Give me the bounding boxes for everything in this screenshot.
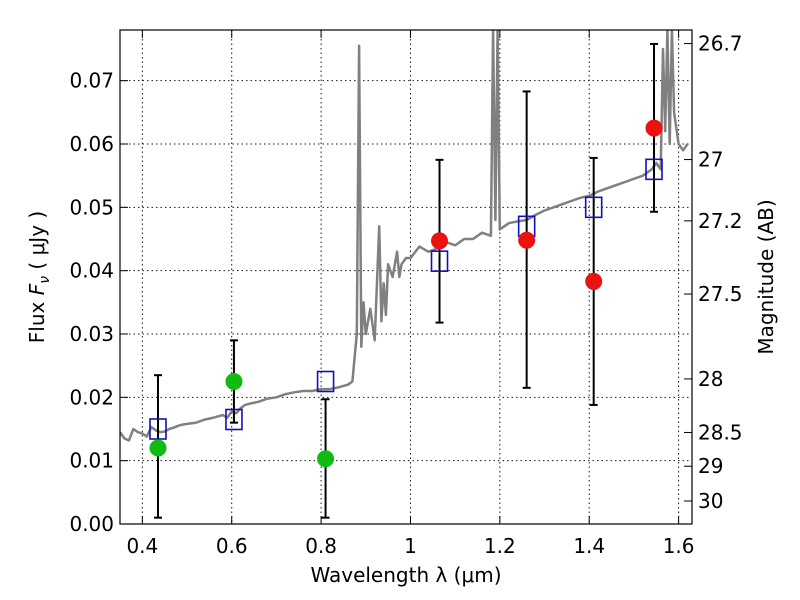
- x-tick-label: 1.6: [663, 534, 695, 558]
- red-data-point: [431, 232, 449, 250]
- x-tick-label: 0.8: [305, 534, 337, 558]
- y2-tick-label: 27.2: [698, 209, 743, 233]
- y-axis-label-symbol: F: [25, 283, 49, 295]
- model-spectrum-line: [120, 30, 689, 442]
- y2-tick-label: 29: [698, 454, 723, 478]
- ticks: [120, 30, 692, 525]
- y2-axis-label: Magnitude (AB): [754, 199, 778, 354]
- model-photometry-square: [225, 408, 243, 431]
- y2-tick-label: 28.5: [698, 420, 743, 444]
- y-tick-label: 0.05: [69, 195, 114, 219]
- model-photometry-square: [645, 158, 663, 181]
- y-axis-label-post: ( μJy ): [25, 211, 49, 276]
- x-tick-labels: 0.4 0.6 0.8 1 1.2 1.4 1.6: [126, 534, 694, 558]
- y-tick-labels: 0.00 0.01 0.02 0.03 0.04 0.05 0.06 0.07: [69, 69, 114, 536]
- y-axis-label: Flux Fν ( μJy ): [25, 211, 53, 343]
- observed-points: [149, 119, 663, 468]
- y-tick-label: 0.00: [69, 512, 114, 536]
- model-photometry-square: [430, 250, 449, 272]
- x-axis-label: Wavelength λ (μm): [310, 563, 501, 587]
- y-tick-label: 0.02: [69, 385, 114, 409]
- plot-frame: [119, 29, 693, 525]
- y2-tick-label: 27.5: [698, 282, 743, 306]
- x-tick-label: 1: [404, 534, 417, 558]
- green-data-point: [225, 373, 243, 390]
- y2-tick-label: 30: [698, 489, 723, 513]
- y2-tick-label: 26.7: [698, 32, 743, 56]
- y-tick-label: 0.07: [69, 69, 114, 93]
- red-data-point: [518, 231, 536, 249]
- red-data-point: [585, 272, 603, 290]
- x-tick-label: 0.4: [126, 534, 158, 558]
- red-data-point: [645, 119, 663, 137]
- x-tick-label: 1.4: [573, 534, 605, 558]
- y-axis-label-subscript: ν: [37, 276, 53, 284]
- green-data-point: [317, 450, 335, 468]
- y2-tick-labels: 26.7 27 27.2 27.5 28 28.5 29 30: [698, 32, 743, 513]
- x-tick-label: 1.2: [484, 534, 516, 558]
- green-data-point: [149, 439, 167, 457]
- y2-tick-label: 27: [698, 148, 723, 172]
- x-tick-label: 0.6: [216, 534, 248, 558]
- y-tick-label: 0.04: [69, 259, 114, 283]
- model-photometry-square: [584, 196, 603, 219]
- y-tick-label: 0.03: [69, 322, 114, 346]
- y-tick-label: 0.01: [69, 449, 114, 473]
- model-spectrum: [120, 30, 689, 442]
- model-photometry-square: [149, 418, 167, 440]
- model-photometry-square: [316, 370, 335, 393]
- y2-tick-label: 28: [698, 367, 723, 391]
- y-tick-label: 0.06: [69, 132, 114, 156]
- y-axis-label-pre: Flux: [25, 295, 49, 343]
